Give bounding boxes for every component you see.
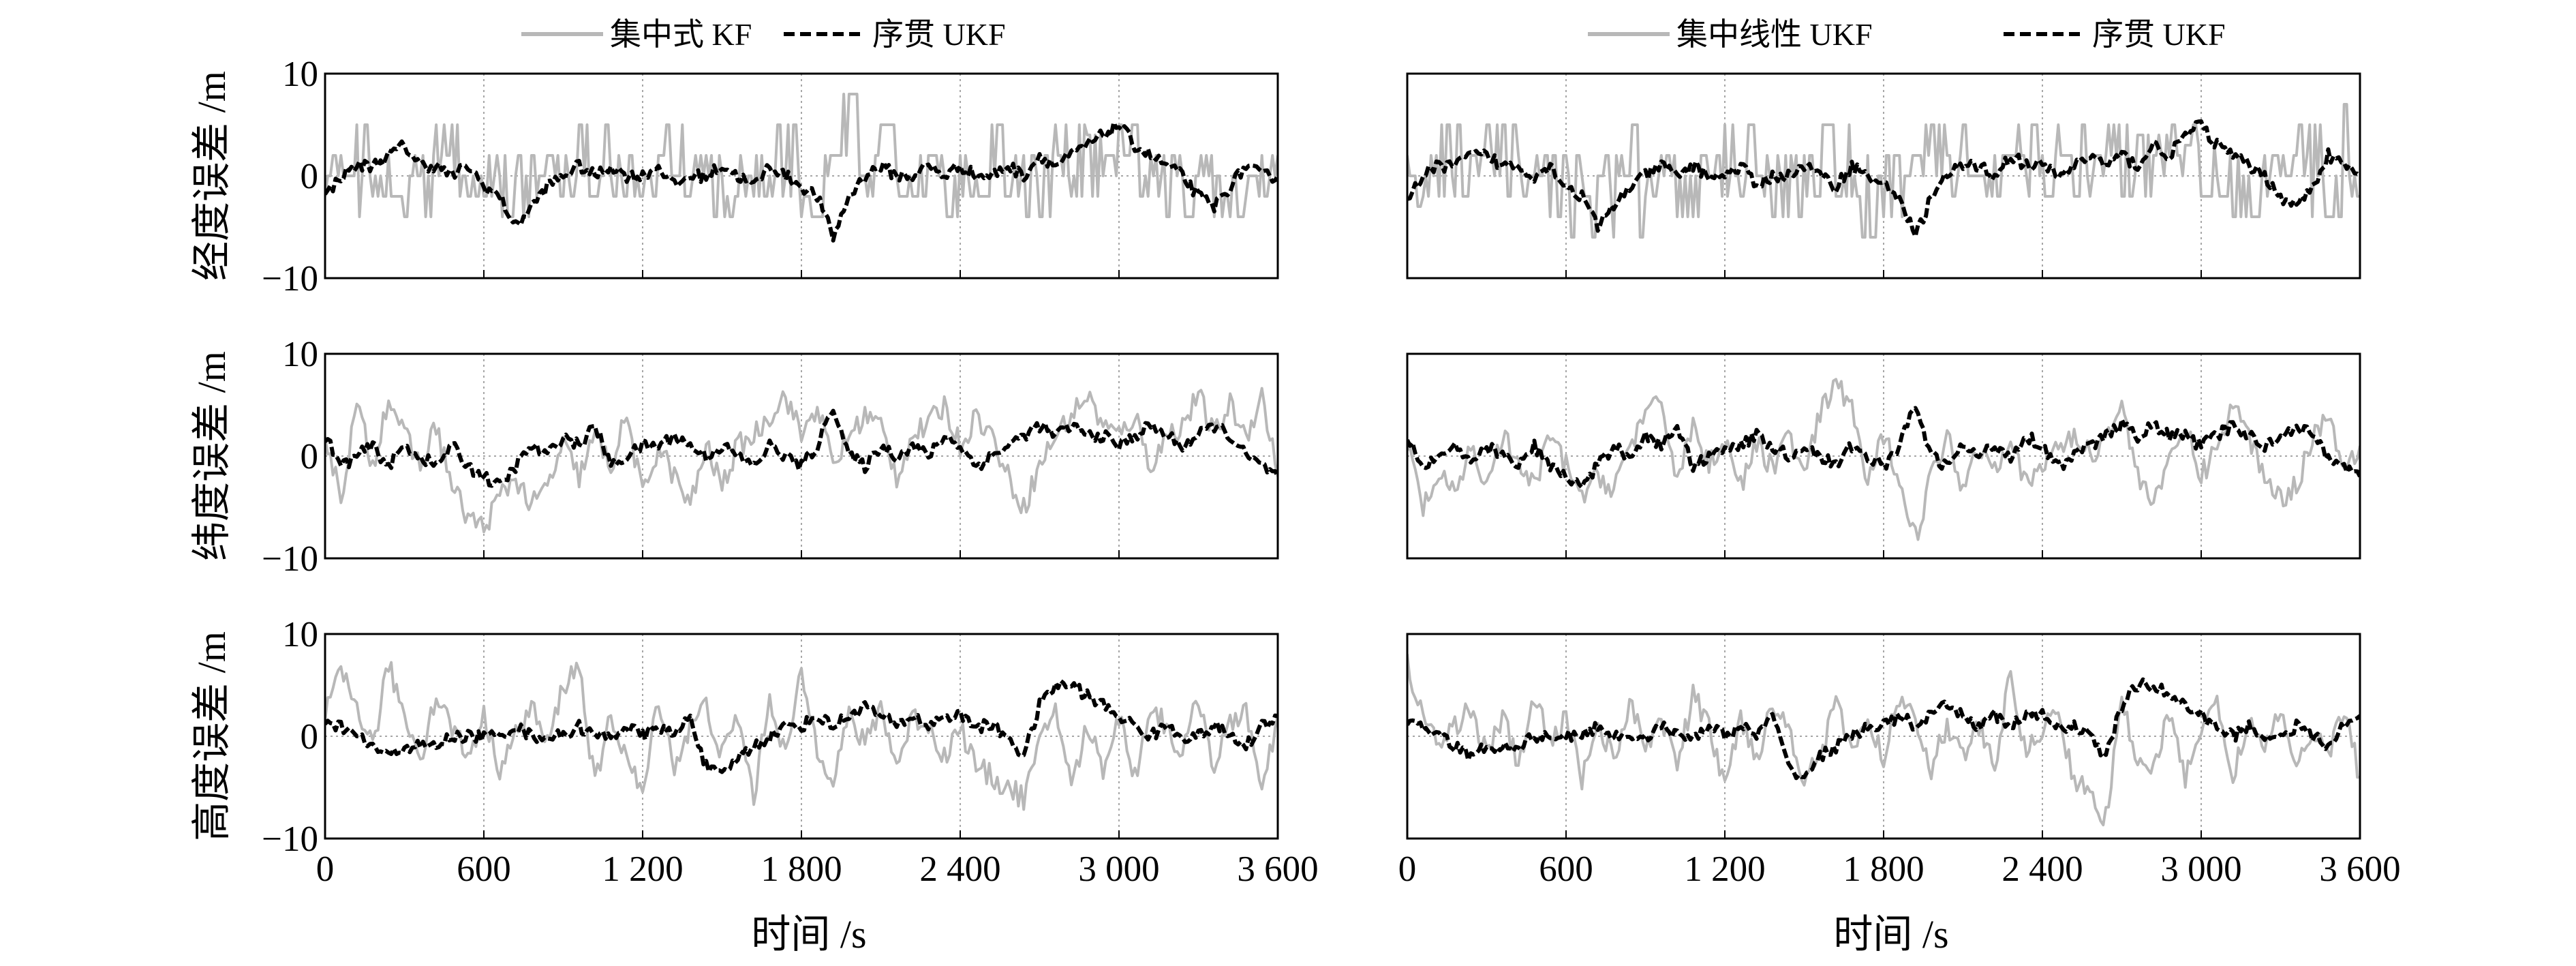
y-axis-label: 纬度误差 /m <box>189 351 234 561</box>
panel-1-2: 0 600 1 200 1 800 2 400 3 000 3 600 <box>1398 633 2401 889</box>
x-tick-label: 3 600 <box>1237 849 1318 889</box>
x-tick-label: 2 400 <box>919 849 1000 889</box>
y-tick-label: −10 <box>262 259 318 299</box>
x-axis-label-right: 时间 /s <box>1833 912 1948 956</box>
x-tick-label: 1 800 <box>761 849 842 889</box>
series-group <box>325 661 1278 811</box>
x-tick-label: 600 <box>457 849 511 889</box>
x-tick-label: 600 <box>1539 849 1593 889</box>
panel-0-0: −10 0 10 经度误差 /m <box>189 55 1279 299</box>
y-tick-label: 10 <box>282 55 318 94</box>
series-group <box>1407 654 2360 827</box>
series-line-0 <box>325 387 1278 534</box>
series-line-1 <box>325 408 1278 488</box>
legend-label-1-1: 序贯 UKF <box>2092 17 2226 52</box>
x-tick-label: 3 600 <box>2319 849 2400 889</box>
series-line-0 <box>325 661 1278 811</box>
y-tick-label: 0 <box>301 717 319 757</box>
x-tick-label: 1 800 <box>1843 849 1924 889</box>
x-tick-label: 0 <box>316 849 335 889</box>
series-line-1 <box>325 678 1278 774</box>
series-group <box>1407 103 2360 239</box>
series-line-0 <box>1407 654 2360 827</box>
series-line-1 <box>1407 119 2360 239</box>
panel-1-1 <box>1406 352 2361 560</box>
y-tick-label: 10 <box>282 615 318 654</box>
x-tick-label: 3 000 <box>2160 849 2241 889</box>
x-tick-label: 1 200 <box>1684 849 1765 889</box>
legend-layer: 集中式 KF 序贯 UKF 集中线性 UKF 序贯 UKF <box>521 17 2226 52</box>
series-line-0 <box>1407 103 2360 239</box>
series-line-1 <box>1407 406 2360 489</box>
y-axis-label: 高度误差 /m <box>189 631 234 841</box>
series-group <box>325 93 1278 243</box>
legend-label-0-0: 集中式 KF <box>610 17 752 52</box>
series-line-0 <box>1407 378 2360 541</box>
y-tick-label: 10 <box>282 335 318 374</box>
y-tick-label: 0 <box>301 437 319 477</box>
x-axis-label-left: 时间 /s <box>751 912 866 956</box>
panel-1-0 <box>1406 72 2361 280</box>
series-group <box>325 387 1278 534</box>
series-line-1 <box>325 120 1278 243</box>
x-tick-label: 2 400 <box>2002 849 2083 889</box>
series-line-1 <box>1407 677 2360 781</box>
x-tick-label: 0 <box>1398 849 1417 889</box>
series-line-0 <box>325 93 1278 218</box>
legend-label-0-1: 序贯 UKF <box>872 17 1006 52</box>
x-tick-label: 3 000 <box>1078 849 1159 889</box>
x-tick-label: 1 200 <box>602 849 683 889</box>
panel-0-1: −10 0 10 纬度误差 /m <box>189 335 1279 579</box>
y-tick-label: 0 <box>301 157 319 196</box>
series-group <box>1407 378 2360 541</box>
y-tick-label: −10 <box>262 539 318 579</box>
y-axis-label: 经度误差 /m <box>189 71 234 281</box>
legend-label-1-0: 集中线性 UKF <box>1676 17 1873 52</box>
y-tick-label: −10 <box>262 819 318 859</box>
